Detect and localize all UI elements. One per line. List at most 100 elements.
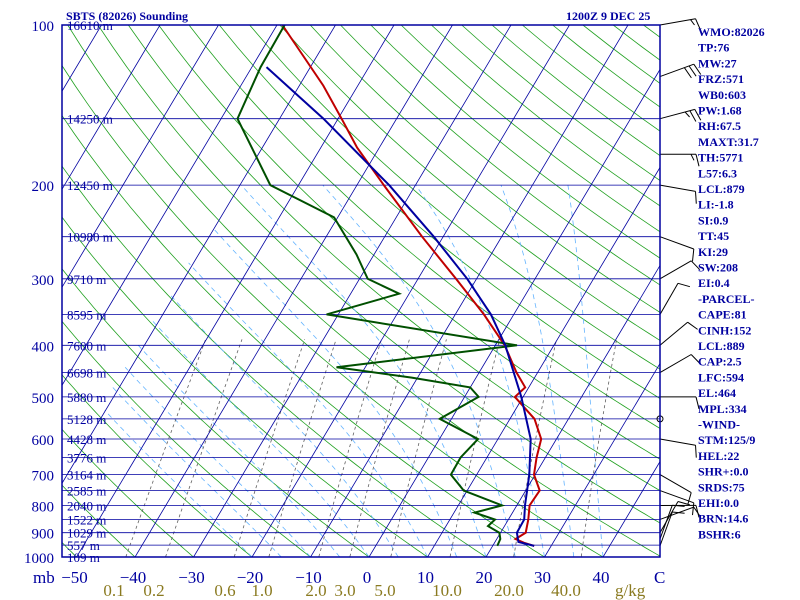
mixing-ratio-line <box>268 339 337 557</box>
stability-index: LFC:594 <box>698 370 744 384</box>
mixing-ratio-tick-label: 0.2 <box>143 581 164 600</box>
isotherm <box>544 362 660 557</box>
dry-adiabat <box>552 25 660 108</box>
wind-barb-feather <box>692 248 695 262</box>
height-label: 5128 m <box>67 412 106 427</box>
wind-barb-feather <box>693 63 702 75</box>
wind-barb <box>659 236 695 262</box>
mixing-ratio-line <box>165 339 243 557</box>
isotherm <box>602 460 660 557</box>
height-label: 3776 m <box>67 451 106 466</box>
dry-adiabat <box>188 25 660 429</box>
stability-index: BRN:14.6 <box>698 512 748 526</box>
stability-index: KI:29 <box>698 245 728 259</box>
pressure-tick-label: 900 <box>32 527 55 543</box>
isotherm <box>193 25 512 557</box>
pressure-tick-label: 700 <box>32 469 55 485</box>
stability-index: SRDS:75 <box>698 480 745 494</box>
temperature-tick-label: −20 <box>237 568 264 587</box>
wind-barb <box>659 396 700 410</box>
wind-barb-staff <box>659 501 679 533</box>
dry-adiabat <box>97 25 660 524</box>
wind-barb <box>659 511 685 547</box>
dry-adiabat <box>62 428 195 557</box>
dry-adiabat <box>62 374 253 557</box>
wind-barbs <box>656 18 702 557</box>
wind-barb-feather <box>693 506 702 518</box>
moist-adiabat <box>104 410 253 557</box>
wind-barb-feather <box>690 354 701 364</box>
wind-barb-feather <box>692 502 695 516</box>
wind-barb <box>659 501 691 533</box>
wind-barb-feather <box>687 321 698 330</box>
mixing-ratio-tick-label: 20.0 <box>494 581 524 600</box>
dry-adiabat <box>522 25 660 132</box>
dry-adiabat <box>340 25 660 286</box>
wind-barb-feather <box>690 260 701 271</box>
wind-barb-feather <box>672 504 685 507</box>
mixing-ratio-unit-label: g/kg <box>615 581 646 600</box>
pressure-tick-label: 800 <box>32 499 55 515</box>
stability-index: SHR+:0.0 <box>698 465 749 479</box>
wind-barb-staff <box>659 354 692 373</box>
stability-index: -PARCEL- <box>698 292 754 306</box>
wind-barb-feather <box>695 396 700 410</box>
wind-barb <box>659 490 695 516</box>
wind-barb-staff <box>659 108 695 120</box>
stability-index: EHI:0.0 <box>698 496 739 510</box>
pressure-tick-label: 600 <box>32 433 55 449</box>
wind-barb-staff <box>659 236 694 250</box>
height-label: 3164 m <box>67 468 106 483</box>
dry-adiabat <box>582 25 660 84</box>
height-label: 2585 m <box>67 484 106 499</box>
wind-barb-feather <box>688 65 697 77</box>
height-label: 6698 m <box>67 366 106 381</box>
wind-barb-staff <box>659 506 694 520</box>
isotherm <box>427 166 660 557</box>
height-label: 9710 m <box>67 272 106 287</box>
isotherm <box>62 25 161 191</box>
moist-adiabat <box>567 185 604 557</box>
mixing-ratio-tick-label: 40.0 <box>551 581 581 600</box>
temperature-tick-label: −40 <box>120 568 147 587</box>
wind-barb-feather <box>695 191 697 204</box>
wind-barb-staff <box>659 260 692 280</box>
isotherm <box>310 25 629 557</box>
wind-barb-feather <box>695 505 700 518</box>
wind-barb-staff <box>659 18 696 26</box>
wind-barb <box>659 153 700 167</box>
wind-barb-staff <box>659 63 694 78</box>
mixing-ratio-tick-label: 5.0 <box>374 581 395 600</box>
mixing-ratio-line <box>580 339 617 557</box>
mixing-ratio-tick-label: 2.0 <box>305 581 326 600</box>
mixing-ratio-line <box>390 339 447 557</box>
wind-barb-feather <box>687 492 692 505</box>
dry-adiabat <box>309 25 660 313</box>
height-label: 4428 m <box>67 432 106 447</box>
wind-barb-feather <box>695 154 700 167</box>
chart-title: SBTS (82026) Sounding <box>66 9 188 23</box>
pressure-tick-label: 100 <box>32 19 55 35</box>
wind-barb-staff <box>659 505 673 540</box>
temperature-tick-label: 30 <box>534 568 551 587</box>
stability-index: EI:0.4 <box>698 276 730 290</box>
isotherm <box>62 25 278 387</box>
mixing-ratio-tick-label: 3.0 <box>334 581 355 600</box>
wind-barb-feather <box>690 19 695 26</box>
dry-adiabat <box>279 25 660 341</box>
stability-index: SI:0.9 <box>698 213 728 227</box>
temperature-tick-label: −50 <box>61 568 88 587</box>
wind-barb <box>659 506 702 520</box>
moist-adiabat <box>322 184 516 557</box>
background-lines <box>62 25 660 557</box>
mixing-ratio-line <box>125 339 206 557</box>
dry-adiabat <box>67 25 660 557</box>
dry-adiabat <box>62 320 312 557</box>
temperature-tick-label: −10 <box>295 568 322 587</box>
wind-barb-staff <box>659 490 694 504</box>
stability-index: MAXT:31.7 <box>698 135 759 149</box>
temperature-tick-label: 10 <box>417 568 434 587</box>
height-label: 557 m <box>67 538 100 553</box>
